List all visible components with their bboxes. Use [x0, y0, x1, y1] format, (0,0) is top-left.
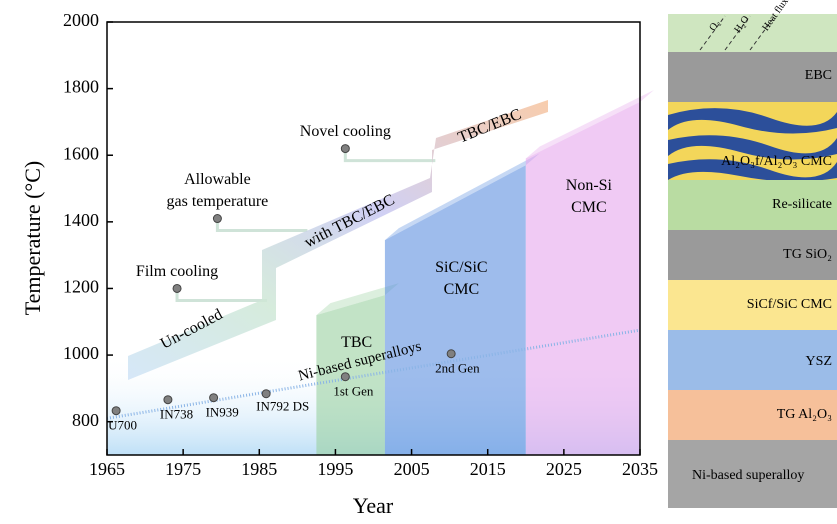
arrow [749, 15, 776, 51]
fiber [668, 159, 837, 182]
layer [668, 52, 837, 102]
y-tick-label: 1000 [63, 343, 99, 363]
alloy-point [209, 393, 219, 403]
fiber [668, 108, 837, 134]
alloy-point [261, 389, 271, 399]
ribbon-label: with TBC/EBC [302, 191, 398, 251]
x-tick-label: 1975 [165, 459, 201, 479]
region-label: SiC/SiC [435, 259, 487, 276]
x-tick-label: 2035 [622, 459, 658, 479]
alloy-label: IN738 [160, 407, 193, 422]
region [525, 101, 640, 455]
schematic: EBC Al₂O₃f/Al₂O₃ CMC Re-silicate TG SiO₂ SiC… [668, 0, 837, 508]
x-tick-label: 1965 [89, 459, 125, 479]
layer [668, 280, 837, 330]
callout [175, 288, 268, 302]
cooling-label: Film cooling [136, 263, 218, 280]
trend-line [106, 328, 641, 420]
plot-frame [106, 21, 641, 456]
flux-label: O₂ [707, 18, 722, 33]
x-axis-title: Year [353, 493, 394, 518]
x-tick-label: 2025 [546, 459, 582, 479]
y-tick-label: 1600 [63, 143, 99, 163]
cooling-label: Allowable [184, 171, 251, 188]
fiber [668, 135, 837, 160]
layer [668, 390, 837, 440]
alloy-label: IN939 [206, 405, 239, 420]
y-tick-label: 1200 [63, 277, 99, 297]
x-tick-label: 1995 [317, 459, 353, 479]
alloy-point [163, 395, 173, 405]
layer-label: Ni-based superalloy [692, 468, 804, 483]
ribbon-label: TBC/EBC [456, 106, 524, 147]
alloy-point [111, 406, 121, 416]
region-label: Non-Si [566, 177, 613, 194]
region-top [525, 89, 654, 159]
y-tick-label: 2000 [63, 10, 99, 30]
layer-label: Al₂O₃f/Al₂O₃ CMC [721, 154, 832, 169]
layer-label: SiCf/SiC CMC [747, 297, 832, 312]
y-tick-label: 1400 [63, 210, 99, 230]
layer [668, 230, 837, 280]
callout [343, 148, 436, 163]
cooling-label: gas temperature [167, 193, 269, 210]
region [316, 295, 385, 455]
cooling-point [212, 214, 222, 224]
cooling-label: Novel cooling [300, 123, 391, 140]
x-tick-label: 1985 [241, 459, 277, 479]
y-axis-title: Temperature (°C) [20, 161, 45, 315]
alloy-point [446, 349, 456, 359]
alloy-label: 2nd Gen [435, 361, 480, 376]
y-tick-label: 800 [72, 410, 99, 430]
region-top [316, 283, 399, 316]
alloy-label: U700 [108, 418, 137, 433]
cooling-point [172, 283, 182, 293]
x-tick-label: 2015 [470, 459, 506, 479]
region [384, 165, 526, 455]
arrow [724, 15, 751, 51]
x-tick-label: 2005 [394, 459, 430, 479]
alloy-point [340, 372, 350, 382]
region-label: TBC [341, 334, 372, 351]
region-label: CMC [444, 281, 480, 298]
layer-label: Re-silicate [772, 197, 832, 212]
layer [668, 440, 837, 508]
cooling-point [340, 144, 350, 154]
layer [668, 180, 837, 230]
alloy-label: IN792 DS [256, 399, 309, 414]
layer-label: EBC [805, 68, 832, 83]
chart: TBC SiC/SiC CMC Non-Si CMC 800 1000 1200 1400 160… [63, 10, 658, 479]
alloy-label: 1st Gen [333, 384, 374, 399]
callout [215, 218, 308, 233]
region-label: CMC [571, 199, 607, 216]
layer [668, 330, 837, 390]
layer-label: TG SiO₂ [783, 247, 832, 262]
arrow [699, 15, 726, 51]
region-top [384, 153, 540, 241]
layer [668, 14, 837, 52]
cooling-ribbon [128, 100, 548, 380]
layer-label: YSZ [806, 354, 832, 369]
layer-label: TG Al₂O₃ [777, 407, 832, 422]
y-tick-label: 1800 [63, 77, 99, 97]
